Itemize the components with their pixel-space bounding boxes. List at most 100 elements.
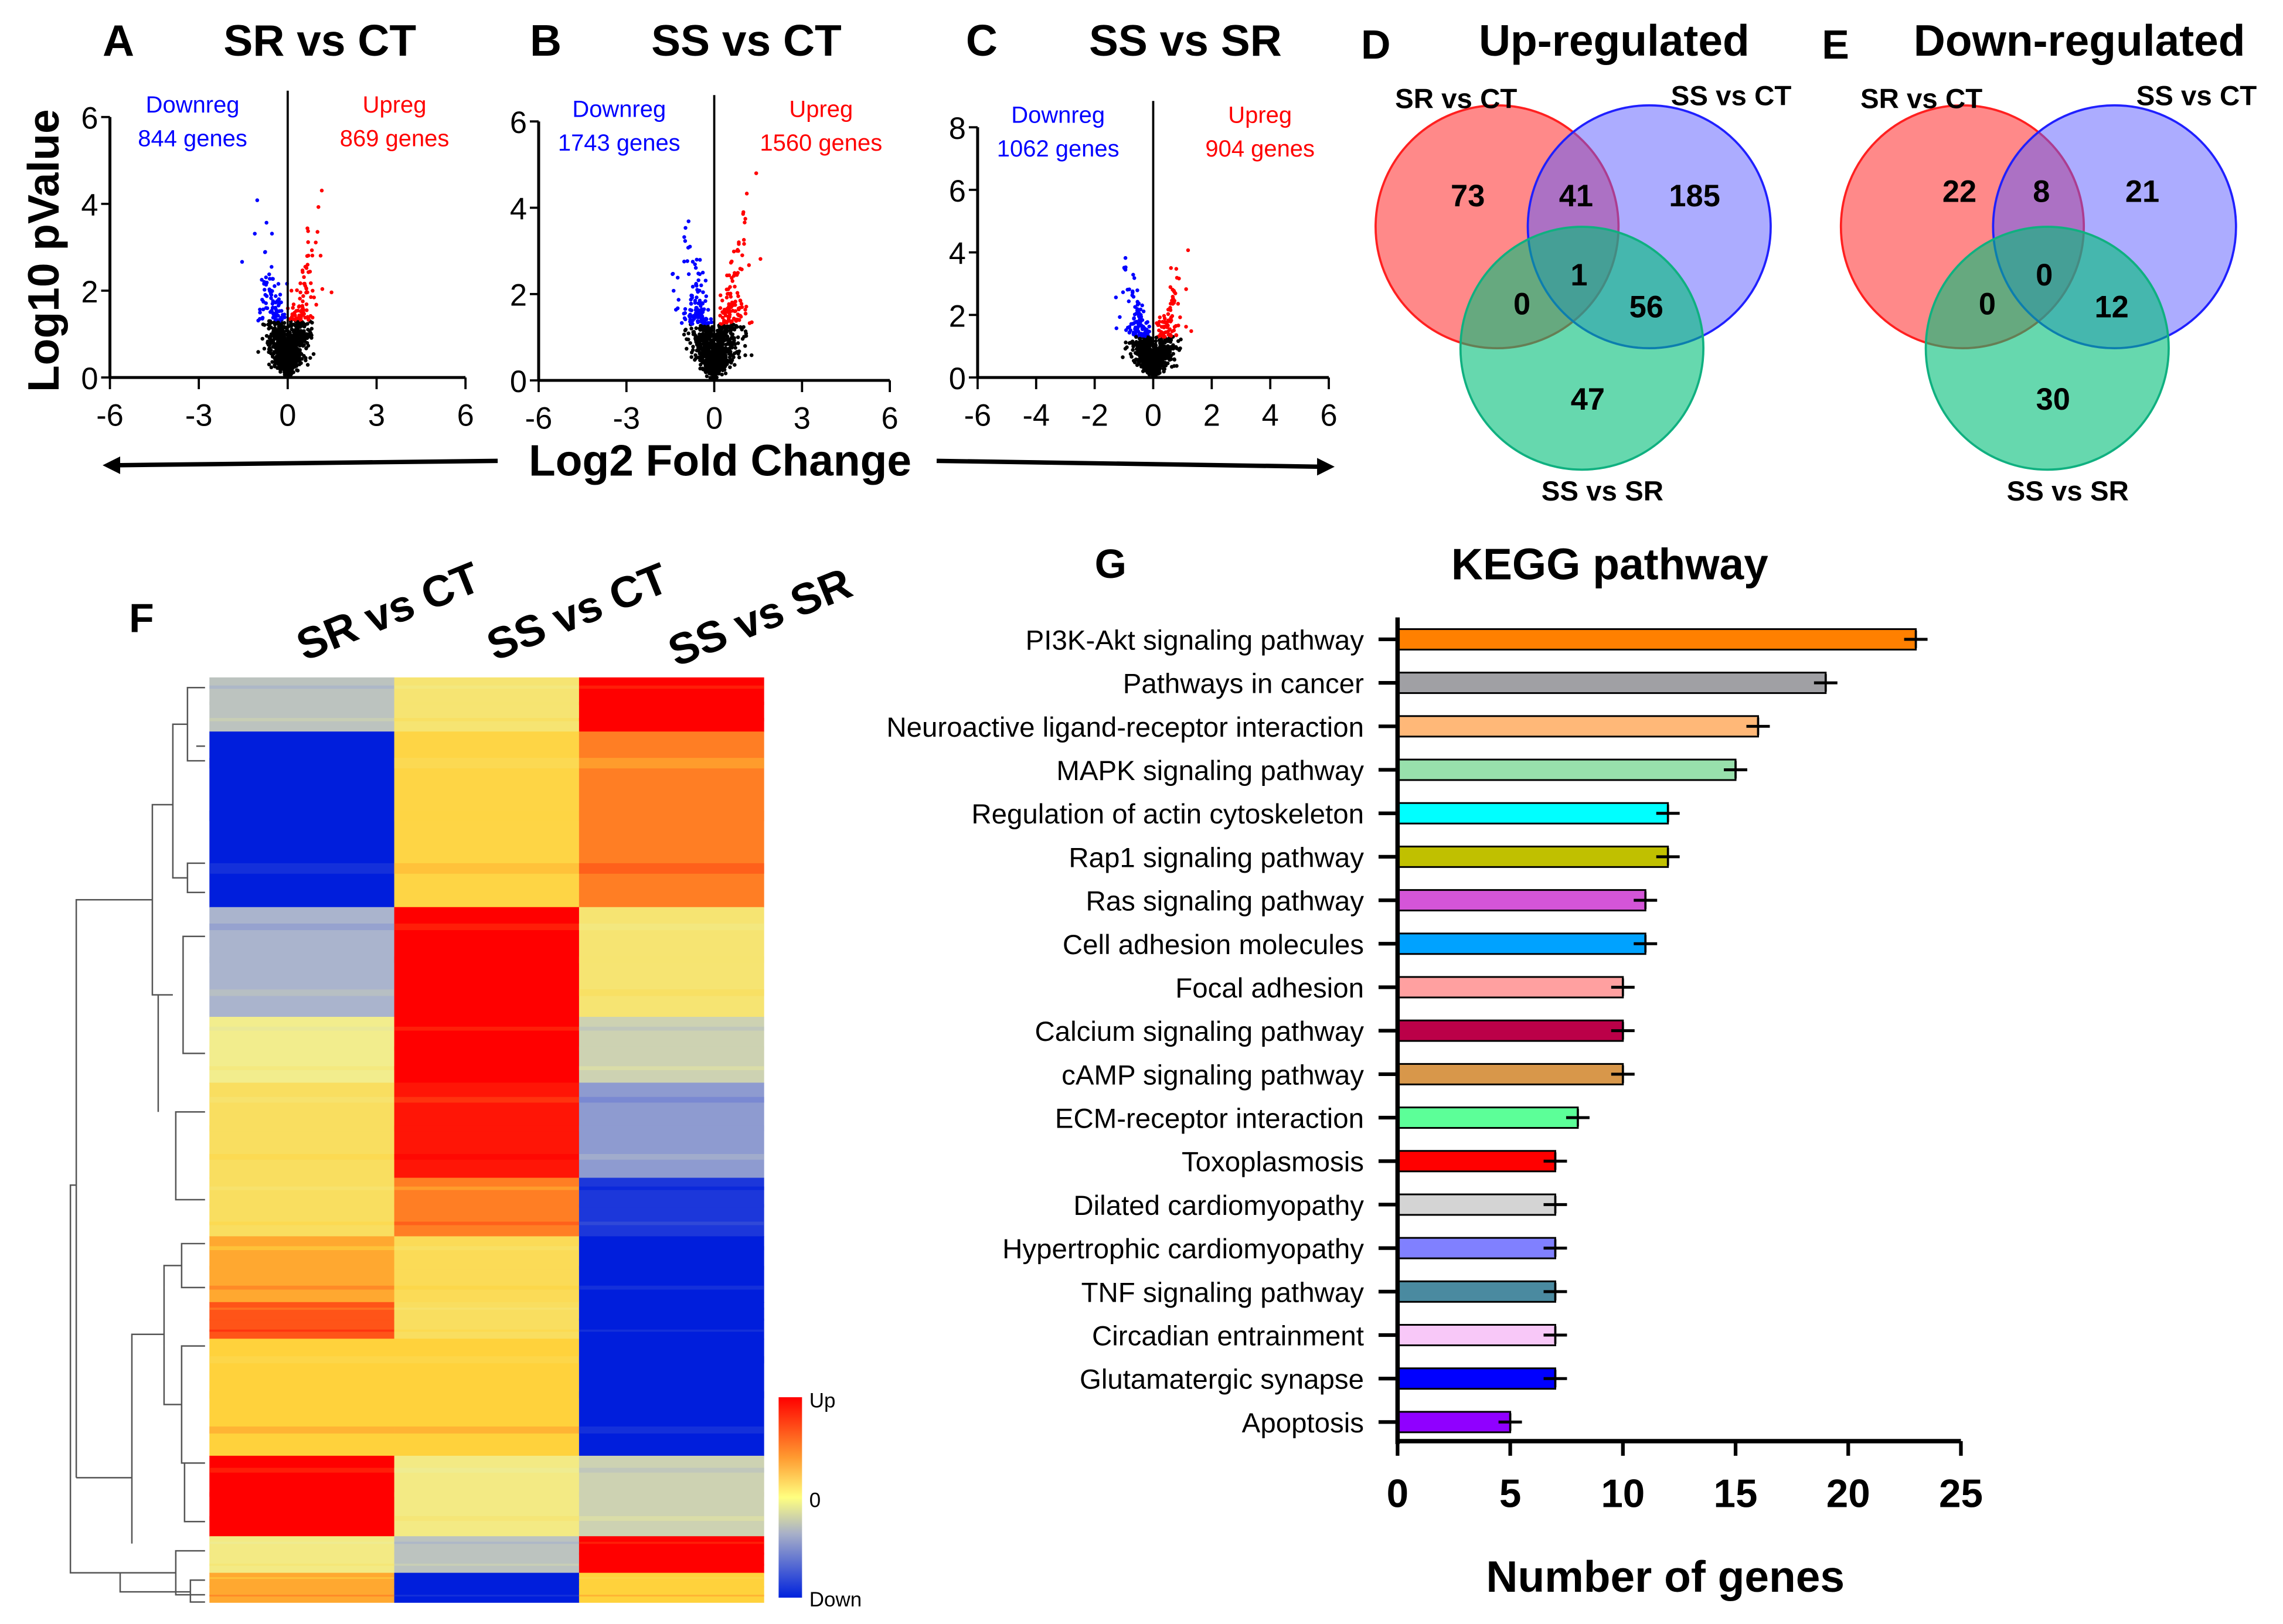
venn-set-label: SR vs CT — [1395, 84, 1517, 115]
point-ns — [1176, 339, 1180, 343]
x-tick-label: 6 — [1320, 399, 1337, 433]
point-up — [719, 322, 723, 326]
point-ns — [702, 342, 707, 347]
point-ns — [274, 343, 278, 348]
point-ns — [729, 331, 733, 335]
category-label: MAPK signaling pathway — [1056, 755, 1364, 787]
point-ns — [311, 352, 316, 356]
point-up — [312, 295, 317, 299]
point-down — [688, 244, 692, 249]
point-ns — [1162, 344, 1167, 349]
point-down — [1144, 321, 1148, 325]
point-ns — [1167, 353, 1171, 357]
point-up — [309, 281, 313, 285]
point-up — [302, 281, 307, 286]
heatmap-stripe — [579, 1492, 764, 1497]
point-down — [686, 219, 690, 223]
point-down — [1123, 256, 1128, 260]
point-ns — [1137, 360, 1141, 364]
point-up — [305, 308, 309, 312]
point-ns — [724, 327, 729, 331]
point-ns — [273, 336, 278, 340]
point-ns — [289, 324, 294, 328]
venn-region-count: 12 — [2094, 291, 2128, 325]
point-up — [298, 281, 302, 285]
point-up — [1170, 329, 1174, 333]
y-tick-label: 6 — [949, 175, 966, 209]
panel-letter: A — [103, 16, 134, 65]
point-ns — [731, 355, 736, 359]
x-tick-label: 20 — [1826, 1472, 1870, 1516]
point-ns — [1146, 358, 1151, 362]
heatmap-stripe — [579, 1586, 764, 1588]
y-tick-label: 2 — [81, 275, 98, 309]
point-ns — [1131, 359, 1136, 363]
point-down — [696, 271, 700, 275]
point-ns — [716, 338, 721, 342]
point-ns — [1174, 345, 1178, 349]
heatmap-stripe — [394, 1221, 580, 1225]
heatmap-col-label: SS vs CT — [480, 553, 675, 670]
point-ns — [269, 332, 274, 336]
point-ns — [729, 360, 733, 365]
heatmap-stripe — [394, 1468, 580, 1473]
x-tick-label: 10 — [1601, 1472, 1645, 1516]
heatmap-stripe — [394, 1577, 580, 1579]
heatmap-stripe — [579, 1097, 764, 1103]
point-up — [728, 285, 732, 289]
heatmap-stripe — [209, 923, 395, 931]
point-ns — [688, 341, 692, 345]
point-up — [311, 288, 315, 293]
heatmap-stripe — [579, 956, 764, 963]
point-ns — [698, 343, 702, 348]
point-down — [1137, 314, 1141, 318]
colorbar-zero-label: 0 — [809, 1489, 821, 1511]
point-down — [703, 278, 708, 282]
downreg-label: Downreg — [572, 97, 666, 122]
dendrogram — [69, 687, 205, 1603]
point-down — [695, 257, 699, 262]
heatmap-stripe — [579, 1125, 764, 1132]
point-down — [267, 287, 271, 292]
point-ns — [277, 341, 281, 345]
point-ns — [1158, 367, 1162, 371]
point-down — [267, 277, 272, 281]
point-ns — [732, 328, 737, 332]
point-up — [314, 240, 318, 244]
point-down — [1114, 295, 1118, 299]
point-ns — [1124, 341, 1128, 345]
point-down — [1124, 328, 1128, 332]
venn-title: Up-regulated — [1479, 16, 1750, 65]
point-ns — [1123, 346, 1128, 351]
left-arrow — [114, 458, 498, 468]
point-up — [718, 293, 723, 298]
point-up — [736, 294, 740, 298]
point-up — [291, 302, 296, 307]
point-down — [690, 260, 695, 264]
heatmap-stripe — [394, 1318, 580, 1321]
heatmap-stripe — [209, 685, 395, 689]
point-ns — [725, 342, 730, 346]
heatmap-stripe — [209, 956, 395, 963]
point-up — [758, 257, 763, 261]
point-up — [301, 299, 305, 304]
heatmap-stripe — [394, 758, 580, 769]
point-down — [271, 311, 275, 315]
left-arrow-head — [103, 456, 121, 474]
point-ns — [736, 335, 740, 339]
bar — [1396, 1367, 1556, 1390]
point-ns — [696, 347, 701, 351]
point-ns — [730, 345, 734, 350]
point-down — [261, 307, 266, 312]
venn-section: D Up-regulated SR vs CT SS vs CT SS vs SR 73 4… — [1361, 16, 2257, 507]
category-label: Circadian entrainment — [1092, 1320, 1364, 1351]
point-ns — [277, 365, 281, 369]
point-up — [1173, 291, 1178, 295]
x-tick-label: 6 — [882, 401, 899, 435]
point-up — [743, 220, 747, 224]
panel-title: SS vs CT — [651, 16, 842, 65]
panel-letter-g: G — [1095, 541, 1127, 587]
category-label: Regulation of actin cytoskeleton — [971, 799, 1364, 830]
point-ns — [721, 342, 725, 346]
point-ns — [304, 346, 308, 350]
